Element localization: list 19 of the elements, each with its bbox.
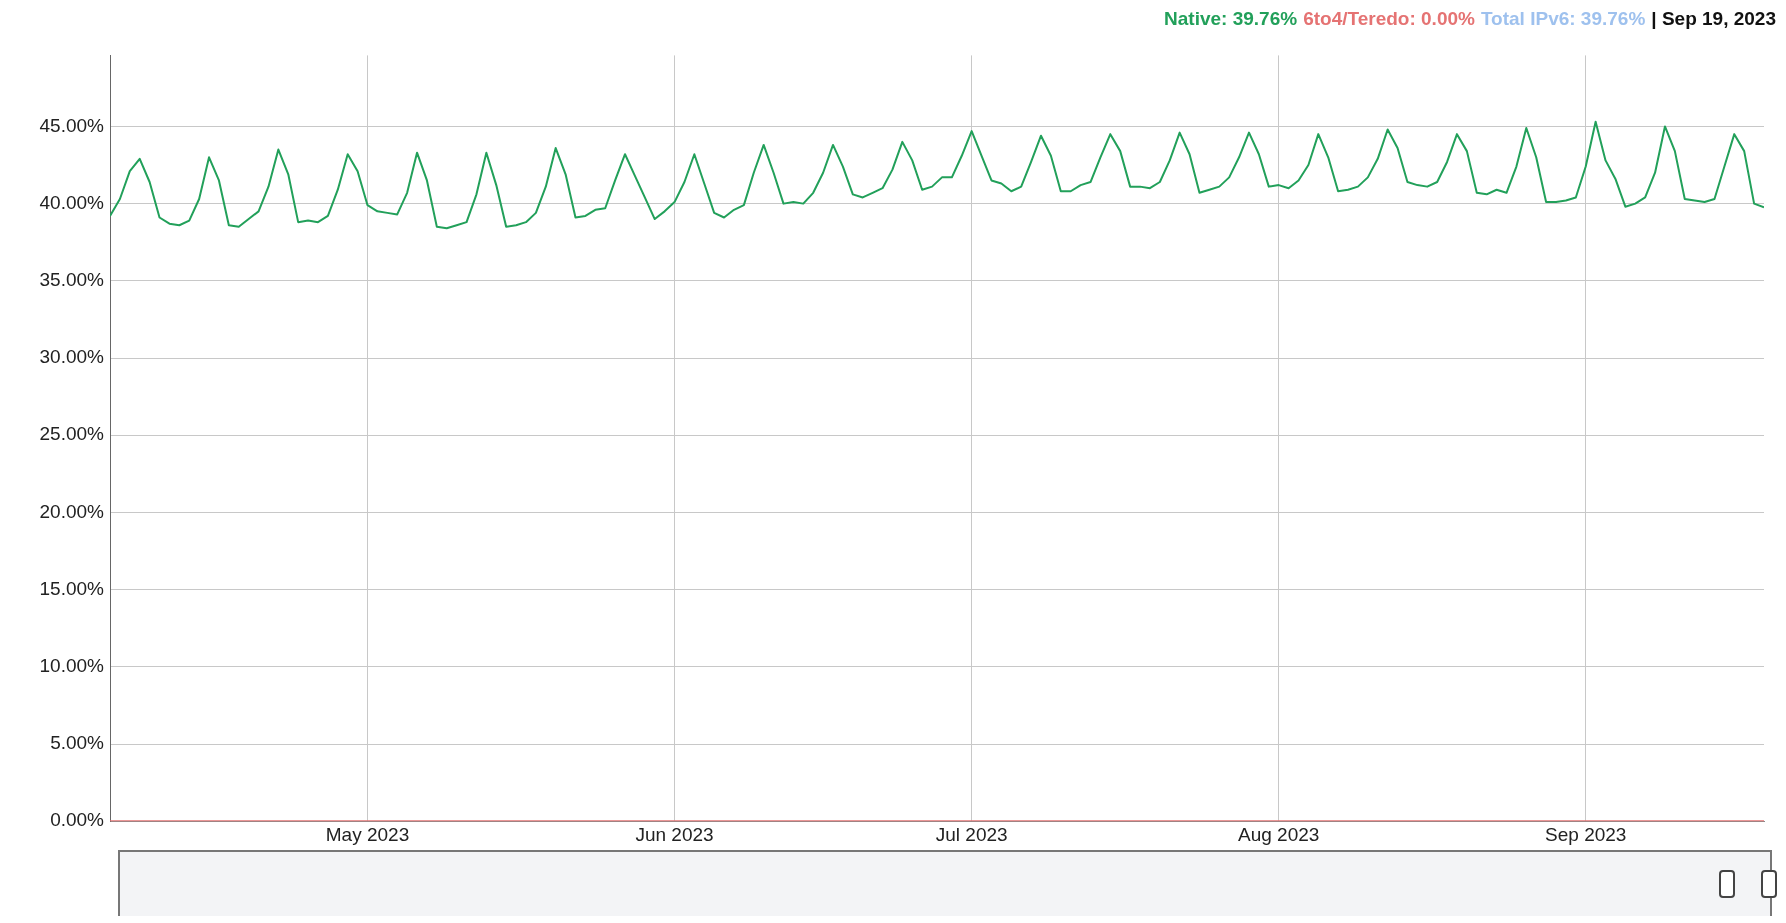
- y-tick-label: 0.00%: [50, 809, 105, 831]
- text: 6to4/Teredo: 0.00%: [1303, 8, 1475, 29]
- y-tick-label: 25.00%: [39, 423, 105, 445]
- y-tick-label: 15.00%: [39, 577, 105, 599]
- y-tick-label: 5.00%: [50, 732, 105, 754]
- text: Native: 39.76%: [1164, 8, 1298, 29]
- x-tick-label: Jun 2023: [635, 823, 714, 845]
- y-tick-label: 45.00%: [39, 114, 105, 136]
- y-tick-label: 40.00%: [39, 191, 105, 213]
- x-tick-label: Jul 2023: [935, 823, 1008, 845]
- text: | Sep 19, 2023: [1651, 8, 1776, 29]
- y-tick-label: 30.00%: [39, 346, 105, 368]
- y-tick-label: 10.00%: [39, 655, 105, 677]
- x-tick-label: May 2023: [325, 823, 410, 845]
- x-tick-label: Sep 2023: [1545, 823, 1627, 845]
- y-tick-label: 35.00%: [39, 269, 105, 291]
- y-tick-label: 20.00%: [39, 500, 105, 522]
- x-tick-label: Aug 2023: [1238, 823, 1320, 845]
- text: Total IPv6: 39.76%: [1480, 8, 1646, 29]
